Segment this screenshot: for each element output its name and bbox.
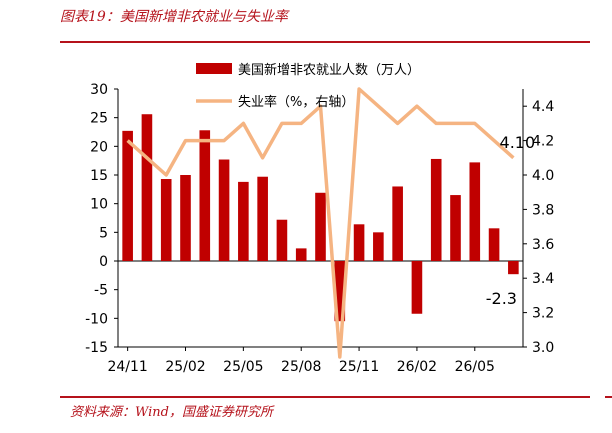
bar-payrolls: [122, 130, 133, 261]
right-axis-tick-label: 3.8: [532, 202, 554, 218]
bar-payrolls: [315, 192, 326, 261]
bar-payrolls: [392, 186, 403, 261]
source-note: 资料来源：Wind，国盛证券研究所: [70, 405, 273, 420]
left-axis-tick-label: 10: [90, 197, 108, 213]
left-axis-tick-label: -15: [85, 340, 108, 356]
bar-payrolls: [488, 228, 500, 261]
bar-payrolls: [469, 162, 481, 261]
right-axis-tick-label: 3.6: [532, 237, 554, 253]
right-axis-tick-label: 3.4: [532, 271, 554, 287]
left-axis-tick-label: -10: [85, 311, 108, 327]
top-divider: [60, 41, 590, 43]
line-unemployment-rate: [126, 87, 515, 359]
bar-payrolls: [218, 159, 230, 261]
annotation-last-payrolls: -2.3: [486, 289, 517, 308]
left-axis-tick-label: 15: [90, 168, 108, 184]
bottom-divider: [60, 396, 590, 398]
legend-label-unemployment: 失业率（%，右轴）: [238, 94, 354, 110]
legend-swatch-payrolls: [196, 63, 232, 74]
right-axis-tick-label: 3.2: [532, 306, 554, 322]
bar-payrolls: [180, 175, 191, 261]
bar-payrolls: [160, 179, 172, 261]
left-axis-tick-label: 30: [90, 82, 108, 98]
x-axis-tick-label: 25/02: [165, 359, 205, 375]
right-axis-tick-label: 4.0: [532, 168, 554, 184]
bar-payrolls: [257, 176, 268, 261]
left-axis-tick-label: 25: [90, 111, 108, 127]
x-axis-tick-label: 24/11: [107, 359, 147, 375]
bar-payrolls: [276, 219, 288, 261]
x-axis-tick-label: 26/02: [397, 359, 437, 375]
right-axis-tick-label: 4.4: [532, 99, 554, 115]
bar-payrolls: [373, 232, 384, 261]
bottom-divider-stub: [605, 396, 612, 398]
left-axis-tick-label: 0: [99, 254, 108, 270]
bar-payrolls: [450, 195, 461, 261]
bar-payrolls: [411, 261, 423, 314]
x-axis-tick-label: 25/08: [281, 359, 321, 375]
x-axis-tick-label: 26/05: [455, 359, 495, 375]
bar-payrolls: [353, 224, 365, 261]
legend-label-payrolls: 美国新增非农就业人数（万人）: [238, 62, 420, 78]
annotation-last-unemployment: 4.10: [500, 133, 536, 152]
left-axis-tick-label: 20: [90, 139, 108, 155]
right-axis-tick-label: 4.2: [532, 134, 554, 150]
bar-payrolls: [238, 181, 249, 261]
x-axis-tick-label: 25/11: [339, 359, 379, 375]
bar-payrolls: [295, 248, 307, 261]
right-axis-tick-label: 3.0: [532, 340, 554, 356]
x-axis-tick-label: 25/05: [223, 359, 263, 375]
bar-payrolls: [508, 261, 519, 275]
bar-payrolls: [141, 114, 153, 261]
bar-payrolls: [199, 130, 211, 261]
left-axis-tick-label: 5: [99, 225, 108, 241]
bar-payrolls: [430, 158, 442, 261]
left-axis-tick-label: -5: [94, 283, 108, 299]
bar-payrolls: [334, 261, 346, 322]
chart-title: 图表19：美国新增非农就业与失业率: [60, 9, 288, 25]
